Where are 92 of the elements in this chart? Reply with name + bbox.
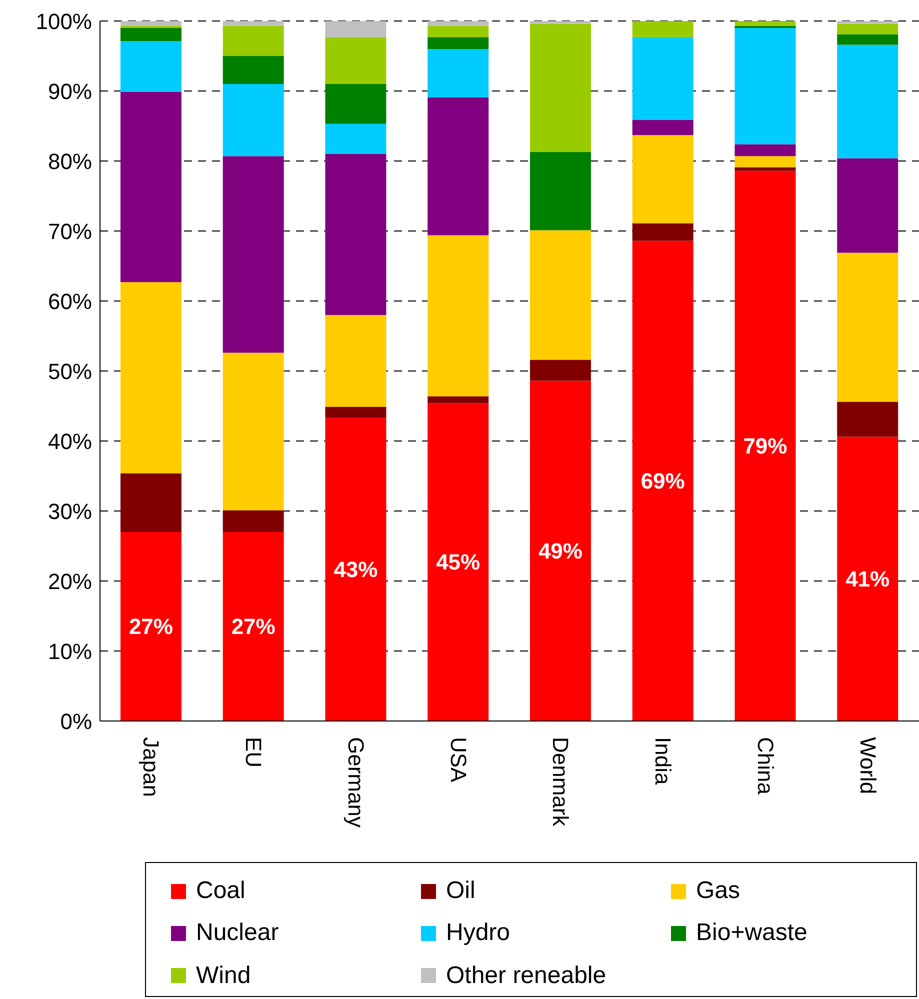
bar bbox=[428, 97, 489, 236]
bar bbox=[325, 21, 386, 38]
bar bbox=[120, 473, 182, 532]
data-label: 27% bbox=[231, 614, 276, 639]
bar bbox=[325, 315, 386, 407]
bar bbox=[325, 406, 386, 418]
y-tick-label: 50% bbox=[48, 358, 92, 384]
bar bbox=[325, 418, 386, 721]
bar bbox=[325, 124, 386, 154]
bar bbox=[530, 360, 591, 381]
legend-label: Other reneable bbox=[446, 962, 606, 990]
bar bbox=[734, 28, 796, 144]
bar bbox=[120, 532, 182, 721]
bar bbox=[428, 235, 489, 396]
bar bbox=[222, 26, 284, 56]
bar bbox=[120, 41, 182, 92]
bar bbox=[428, 396, 489, 404]
legend-label: Coal bbox=[196, 877, 246, 905]
x-tick-label: China bbox=[752, 737, 778, 796]
bar bbox=[734, 144, 796, 156]
y-tick-label: 40% bbox=[48, 428, 92, 454]
bar bbox=[428, 49, 489, 98]
legend-label: Bio+waste bbox=[696, 919, 808, 948]
bar bbox=[530, 380, 591, 721]
bar bbox=[120, 92, 182, 282]
bar bbox=[325, 37, 386, 84]
bar bbox=[632, 120, 694, 136]
bar bbox=[222, 84, 284, 156]
x-tick-label: USA bbox=[446, 737, 471, 783]
data-label: 45% bbox=[436, 550, 480, 575]
x-tick-label: India bbox=[650, 737, 676, 786]
legend-label: Oil bbox=[446, 877, 476, 905]
bar bbox=[837, 402, 898, 437]
bar bbox=[428, 21, 489, 26]
y-tick-label: 30% bbox=[48, 498, 92, 524]
y-tick-label: 60% bbox=[48, 288, 92, 314]
bar bbox=[734, 156, 796, 168]
x-tick-label: Germany bbox=[343, 737, 368, 828]
legend-label: Wind bbox=[196, 962, 251, 990]
bar bbox=[222, 510, 284, 532]
bar bbox=[632, 21, 694, 38]
bar bbox=[222, 352, 284, 510]
x-tick-label: Japan bbox=[138, 737, 164, 797]
bar bbox=[837, 436, 898, 721]
bar bbox=[632, 223, 694, 241]
bar bbox=[734, 170, 796, 721]
y-tick-label: 80% bbox=[48, 148, 92, 174]
bar bbox=[428, 403, 489, 721]
bar bbox=[632, 37, 694, 120]
bar bbox=[837, 158, 898, 253]
bar bbox=[120, 21, 182, 26]
data-label: 41% bbox=[846, 566, 890, 592]
y-tick-label: 100% bbox=[36, 8, 92, 34]
bar bbox=[837, 21, 898, 24]
bar bbox=[222, 56, 284, 84]
bar bbox=[632, 135, 694, 224]
bar bbox=[530, 230, 591, 360]
bar bbox=[428, 26, 489, 38]
bar bbox=[120, 28, 182, 42]
bar bbox=[837, 252, 898, 402]
bar bbox=[325, 154, 386, 315]
bar bbox=[530, 24, 591, 152]
bar bbox=[837, 24, 898, 34]
bar bbox=[734, 21, 796, 26]
bar bbox=[734, 167, 796, 171]
bar bbox=[530, 152, 591, 230]
legend-label: Hydro bbox=[446, 919, 510, 948]
x-tick-label: Denmark bbox=[548, 737, 574, 828]
y-tick-label: 10% bbox=[48, 638, 92, 664]
data-label: 27% bbox=[128, 614, 173, 639]
legend-label: Gas bbox=[696, 877, 740, 905]
y-tick-label: 70% bbox=[48, 218, 92, 244]
bar bbox=[530, 21, 591, 24]
bar bbox=[428, 37, 489, 49]
bar bbox=[120, 282, 182, 474]
bar bbox=[325, 84, 386, 124]
data-label: 79% bbox=[743, 433, 788, 458]
data-label: 69% bbox=[640, 468, 685, 494]
y-tick-label: 0% bbox=[60, 708, 92, 734]
bar bbox=[222, 156, 284, 353]
data-label: 49% bbox=[538, 538, 582, 564]
bar bbox=[222, 21, 284, 26]
bar bbox=[837, 44, 898, 158]
y-tick-label: 90% bbox=[48, 78, 92, 104]
bar bbox=[222, 532, 284, 721]
x-tick-label: World bbox=[855, 737, 880, 794]
bar bbox=[632, 240, 694, 721]
bar bbox=[837, 34, 898, 45]
legend-label: Nuclear bbox=[196, 919, 279, 948]
y-tick-label: 20% bbox=[48, 568, 92, 594]
data-label: 43% bbox=[334, 556, 378, 582]
x-tick-label: EU bbox=[241, 737, 266, 768]
